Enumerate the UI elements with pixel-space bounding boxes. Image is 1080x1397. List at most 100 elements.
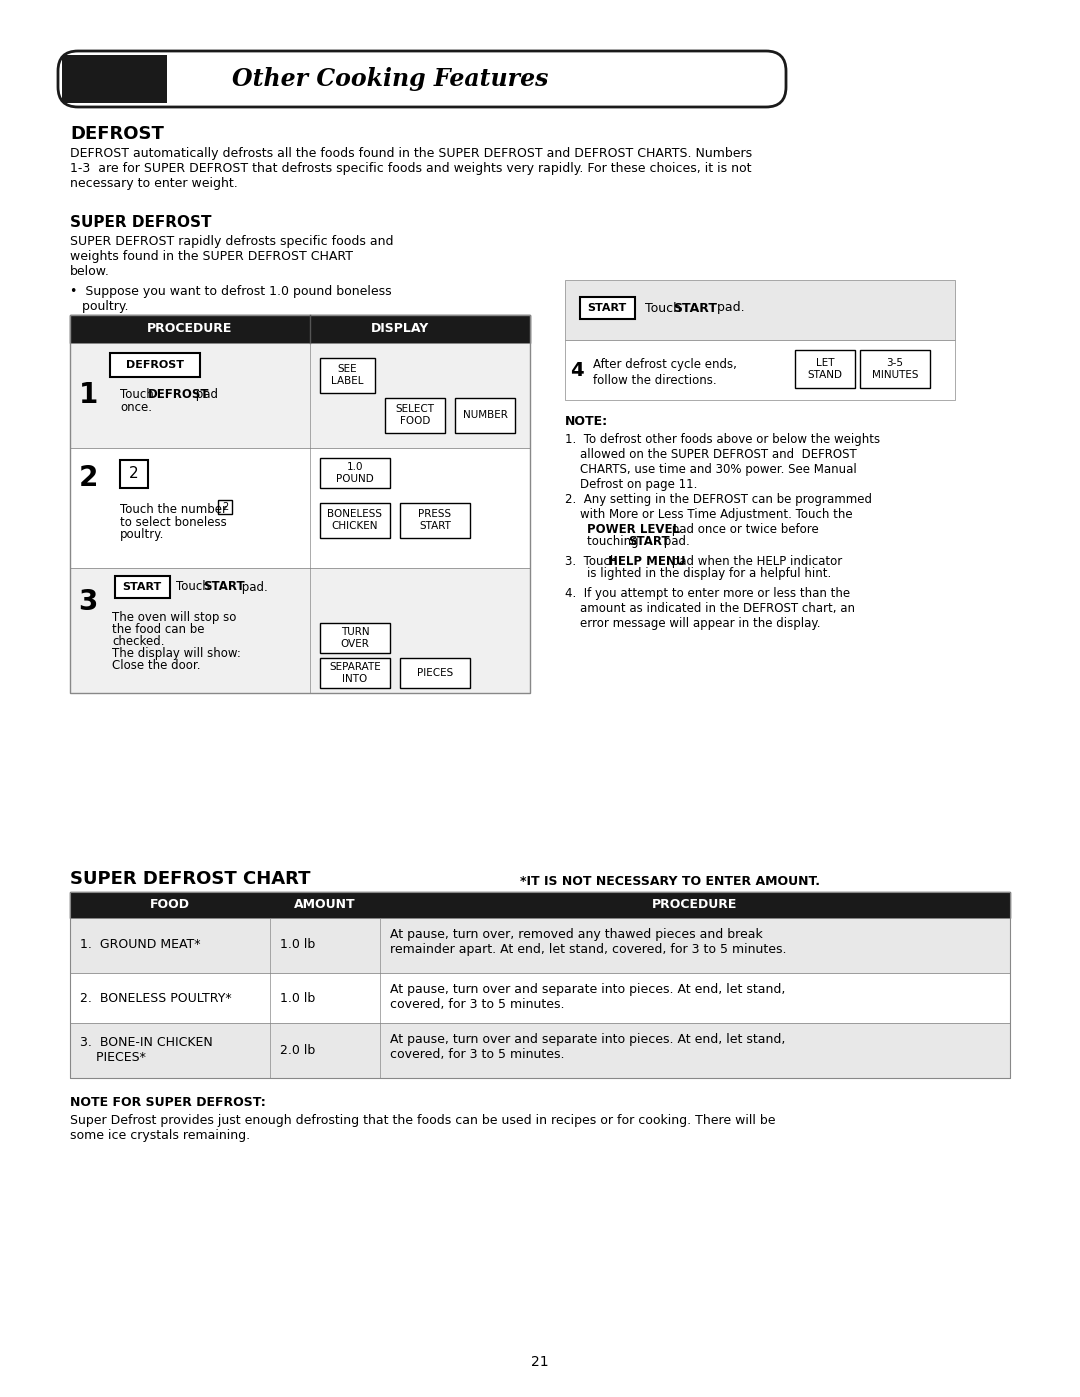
Bar bbox=[70, 972, 1010, 1023]
Text: poultry.: poultry. bbox=[120, 528, 164, 541]
Text: TURN
OVER: TURN OVER bbox=[340, 627, 369, 648]
Bar bbox=[70, 314, 530, 693]
Text: After defrost cycle ends,: After defrost cycle ends, bbox=[593, 358, 737, 372]
Text: 3: 3 bbox=[79, 588, 97, 616]
Text: 1.0 lb: 1.0 lb bbox=[280, 992, 315, 1004]
Text: SUPER DEFROST CHART: SUPER DEFROST CHART bbox=[70, 870, 311, 888]
Text: DISPLAY: DISPLAY bbox=[370, 323, 429, 335]
Text: the food can be: the food can be bbox=[112, 623, 204, 636]
Bar bbox=[565, 279, 955, 339]
Text: follow the directions.: follow the directions. bbox=[593, 374, 717, 387]
Text: Touch: Touch bbox=[176, 581, 214, 594]
Text: HELP MENU: HELP MENU bbox=[608, 555, 686, 569]
Text: 3.  Touch: 3. Touch bbox=[565, 555, 621, 569]
Text: START: START bbox=[203, 581, 245, 594]
Bar bbox=[70, 918, 1010, 972]
Text: 1.  To defrost other foods above or below the weights
    allowed on the SUPER D: 1. To defrost other foods above or below… bbox=[565, 433, 880, 490]
Text: pad.: pad. bbox=[238, 581, 268, 594]
Text: 1.  GROUND MEAT*: 1. GROUND MEAT* bbox=[80, 939, 201, 951]
Text: 4: 4 bbox=[570, 360, 584, 380]
Bar bbox=[455, 398, 515, 433]
Text: is lighted in the display for a helpful hint.: is lighted in the display for a helpful … bbox=[588, 567, 832, 580]
Text: Close the door.: Close the door. bbox=[112, 659, 201, 672]
Text: AMOUNT: AMOUNT bbox=[294, 898, 355, 911]
Text: 1: 1 bbox=[79, 381, 97, 409]
Text: The oven will stop so: The oven will stop so bbox=[112, 610, 237, 624]
Text: pad once or twice before: pad once or twice before bbox=[669, 522, 819, 536]
Text: •  Suppose you want to defrost 1.0 pound boneless
   poultry.: • Suppose you want to defrost 1.0 pound … bbox=[70, 285, 392, 313]
Bar bbox=[70, 893, 1010, 1078]
Text: LET
STAND: LET STAND bbox=[808, 358, 842, 380]
Text: DEFROST: DEFROST bbox=[126, 360, 184, 370]
Bar bbox=[795, 351, 855, 388]
Text: Super Defrost provides just enough defrosting that the foods can be used in reci: Super Defrost provides just enough defro… bbox=[70, 1113, 775, 1141]
Text: 21: 21 bbox=[531, 1355, 549, 1369]
Text: 1.0
POUND: 1.0 POUND bbox=[336, 462, 374, 483]
Text: 2.  BONELESS POULTRY*: 2. BONELESS POULTRY* bbox=[80, 992, 231, 1004]
FancyBboxPatch shape bbox=[58, 52, 786, 108]
Text: 2.0 lb: 2.0 lb bbox=[280, 1044, 315, 1056]
Text: SEE
LABEL: SEE LABEL bbox=[330, 365, 363, 386]
Text: pad: pad bbox=[192, 388, 218, 401]
Text: NOTE:: NOTE: bbox=[565, 415, 608, 427]
Bar bbox=[580, 298, 635, 319]
Bar bbox=[860, 351, 930, 388]
Text: START: START bbox=[627, 535, 670, 548]
Text: pad.: pad. bbox=[713, 302, 744, 314]
Bar bbox=[400, 658, 470, 687]
Text: DEFROST automatically defrosts all the foods found in the SUPER DEFROST and DEFR: DEFROST automatically defrosts all the f… bbox=[70, 147, 752, 190]
Text: 1.0 lb: 1.0 lb bbox=[280, 939, 315, 951]
Text: Touch: Touch bbox=[120, 388, 158, 401]
Bar bbox=[400, 503, 470, 538]
Text: Other Cooking Features: Other Cooking Features bbox=[232, 67, 549, 91]
Bar bbox=[320, 658, 390, 687]
Bar bbox=[70, 448, 530, 569]
Bar bbox=[320, 458, 390, 488]
Text: 2: 2 bbox=[79, 464, 97, 492]
Text: POWER LEVEL: POWER LEVEL bbox=[588, 522, 680, 536]
Bar bbox=[114, 576, 170, 598]
Text: Touch the number: Touch the number bbox=[120, 503, 231, 515]
Text: PRESS
START: PRESS START bbox=[418, 509, 451, 531]
Text: FOOD: FOOD bbox=[150, 898, 190, 911]
Text: NUMBER: NUMBER bbox=[462, 409, 508, 420]
Text: START: START bbox=[588, 303, 626, 313]
Text: touching: touching bbox=[588, 535, 643, 548]
Text: to select boneless: to select boneless bbox=[120, 515, 227, 529]
Text: 2: 2 bbox=[130, 467, 139, 482]
Bar bbox=[120, 460, 148, 488]
Bar bbox=[70, 314, 530, 344]
Bar bbox=[70, 569, 530, 693]
Bar bbox=[320, 623, 390, 652]
Text: SELECT
FOOD: SELECT FOOD bbox=[395, 404, 434, 426]
Text: START: START bbox=[122, 583, 162, 592]
Text: pad when the HELP indicator: pad when the HELP indicator bbox=[669, 555, 842, 569]
Text: SUPER DEFROST: SUPER DEFROST bbox=[70, 215, 212, 231]
Bar bbox=[62, 54, 167, 103]
Text: BONELESS
CHICKEN: BONELESS CHICKEN bbox=[327, 509, 382, 531]
Text: *IT IS NOT NECESSARY TO ENTER AMOUNT.: *IT IS NOT NECESSARY TO ENTER AMOUNT. bbox=[519, 875, 820, 888]
Bar bbox=[70, 1023, 1010, 1078]
Text: checked.: checked. bbox=[112, 636, 164, 648]
Text: At pause, turn over, removed any thawed pieces and break
remainder apart. At end: At pause, turn over, removed any thawed … bbox=[390, 928, 786, 956]
Bar bbox=[70, 344, 530, 448]
Text: 3-5
MINUTES: 3-5 MINUTES bbox=[872, 358, 918, 380]
Bar bbox=[384, 398, 445, 433]
Text: Touch: Touch bbox=[645, 302, 685, 314]
Text: PIECES: PIECES bbox=[417, 668, 454, 678]
Text: SEPARATE
INTO: SEPARATE INTO bbox=[329, 662, 381, 683]
Text: pad.: pad. bbox=[660, 535, 690, 548]
Bar bbox=[320, 503, 390, 538]
Text: PROCEDURE: PROCEDURE bbox=[147, 323, 232, 335]
Bar bbox=[70, 893, 1010, 918]
Bar bbox=[110, 353, 200, 377]
Text: NOTE FOR SUPER DEFROST:: NOTE FOR SUPER DEFROST: bbox=[70, 1097, 266, 1109]
Text: At pause, turn over and separate into pieces. At end, let stand,
covered, for 3 : At pause, turn over and separate into pi… bbox=[390, 983, 785, 1011]
Text: 2.  Any setting in the DEFROST can be programmed
    with More or Less Time Adju: 2. Any setting in the DEFROST can be pro… bbox=[565, 493, 872, 521]
Bar bbox=[218, 500, 232, 514]
Text: The display will show:: The display will show: bbox=[112, 647, 241, 659]
Text: At pause, turn over and separate into pieces. At end, let stand,
covered, for 3 : At pause, turn over and separate into pi… bbox=[390, 1032, 785, 1060]
Text: 3.  BONE-IN CHICKEN
    PIECES*: 3. BONE-IN CHICKEN PIECES* bbox=[80, 1037, 213, 1065]
Text: 4.  If you attempt to enter more or less than the
    amount as indicated in the: 4. If you attempt to enter more or less … bbox=[565, 587, 855, 630]
Bar bbox=[320, 358, 375, 393]
